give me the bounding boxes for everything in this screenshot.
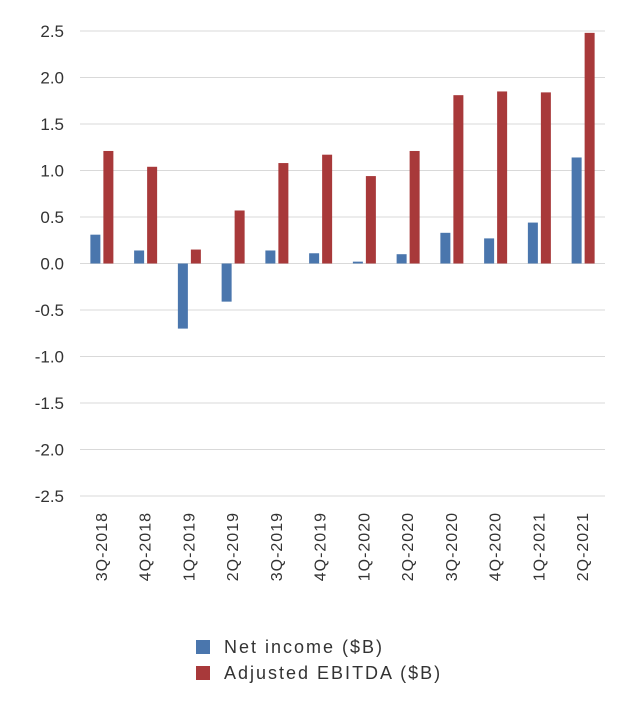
x-category-label: 1Q-2019 bbox=[181, 512, 198, 581]
y-tick-label: -0.5 bbox=[35, 301, 64, 320]
legend-label: Adjusted EBITDA ($B) bbox=[224, 662, 443, 683]
y-axis-ticks: 2.5 2.0 1.5 1.0 0.5 0.0 -0.5 -1.0 -1.5 -2.0 -2.5 bbox=[35, 22, 64, 506]
legend-item-adjusted-ebitda: Adjusted EBITDA ($B) bbox=[196, 660, 442, 686]
bars bbox=[90, 32, 595, 329]
y-tick-label: -1.0 bbox=[35, 348, 64, 367]
y-tick-label: -2.0 bbox=[35, 441, 64, 460]
bar-adjusted-ebitda bbox=[103, 150, 114, 264]
bar-net-income bbox=[440, 232, 451, 264]
legend-swatch bbox=[196, 666, 210, 680]
y-tick-label: 0.0 bbox=[40, 255, 64, 274]
x-category-label: 2Q-2019 bbox=[225, 512, 242, 581]
legend-item-net-income: Net income ($B) bbox=[196, 634, 442, 660]
y-tick-label: 2.0 bbox=[40, 69, 64, 88]
bar-adjusted-ebitda bbox=[584, 32, 595, 264]
bar-adjusted-ebitda bbox=[540, 92, 551, 264]
y-tick-label: 2.5 bbox=[40, 22, 64, 41]
bar-adjusted-ebitda bbox=[234, 210, 245, 264]
y-tick-label: -2.5 bbox=[35, 487, 64, 506]
bar-net-income bbox=[571, 157, 582, 264]
x-category-label: 3Q-2018 bbox=[94, 512, 111, 581]
bar-adjusted-ebitda bbox=[409, 150, 420, 264]
bar-adjusted-ebitda bbox=[497, 91, 508, 264]
gridlines bbox=[80, 30, 605, 497]
bar-adjusted-ebitda bbox=[453, 95, 464, 264]
x-axis-labels: 3Q-2018 4Q-2018 1Q-2019 2Q-2019 3Q-2019 4Q-20… bbox=[94, 512, 592, 581]
x-category-label: 4Q-2019 bbox=[313, 512, 330, 581]
bar-adjusted-ebitda bbox=[322, 154, 333, 264]
bar-net-income bbox=[221, 263, 232, 302]
y-tick-label: 0.5 bbox=[40, 208, 64, 227]
bar-net-income bbox=[352, 261, 363, 264]
x-category-label: 3Q-2019 bbox=[269, 512, 286, 581]
y-tick-label: -1.5 bbox=[35, 394, 64, 413]
bar-net-income bbox=[90, 234, 101, 264]
x-category-label: 1Q-2021 bbox=[531, 512, 548, 581]
bar-adjusted-ebitda bbox=[147, 166, 158, 264]
bar-adjusted-ebitda bbox=[190, 249, 201, 264]
legend-label: Net income ($B) bbox=[224, 636, 385, 657]
bar-chart: 2.5 2.0 1.5 1.0 0.5 0.0 -0.5 -1.0 -1.5 -2.0 -2.5 3… bbox=[35, 22, 605, 581]
bar-adjusted-ebitda bbox=[278, 163, 289, 264]
bar-net-income bbox=[134, 250, 145, 264]
bar-net-income bbox=[265, 250, 276, 264]
x-category-label: 4Q-2018 bbox=[138, 512, 155, 581]
bar-net-income bbox=[527, 222, 538, 264]
bar-net-income bbox=[396, 254, 407, 264]
bar-net-income bbox=[309, 253, 320, 264]
y-tick-label: 1.0 bbox=[40, 162, 64, 181]
x-category-label: 4Q-2020 bbox=[488, 512, 505, 581]
bar-net-income bbox=[484, 238, 495, 264]
y-tick-label: 1.5 bbox=[40, 115, 64, 134]
x-category-label: 2Q-2021 bbox=[575, 512, 592, 581]
x-category-label: 3Q-2020 bbox=[444, 512, 461, 581]
x-category-label: 1Q-2020 bbox=[356, 512, 373, 581]
x-category-label: 2Q-2020 bbox=[400, 512, 417, 581]
bar-adjusted-ebitda bbox=[365, 176, 376, 264]
legend-swatch bbox=[196, 640, 210, 654]
legend: Net income ($B) Adjusted EBITDA ($B) bbox=[196, 634, 442, 686]
bar-net-income bbox=[177, 263, 188, 329]
